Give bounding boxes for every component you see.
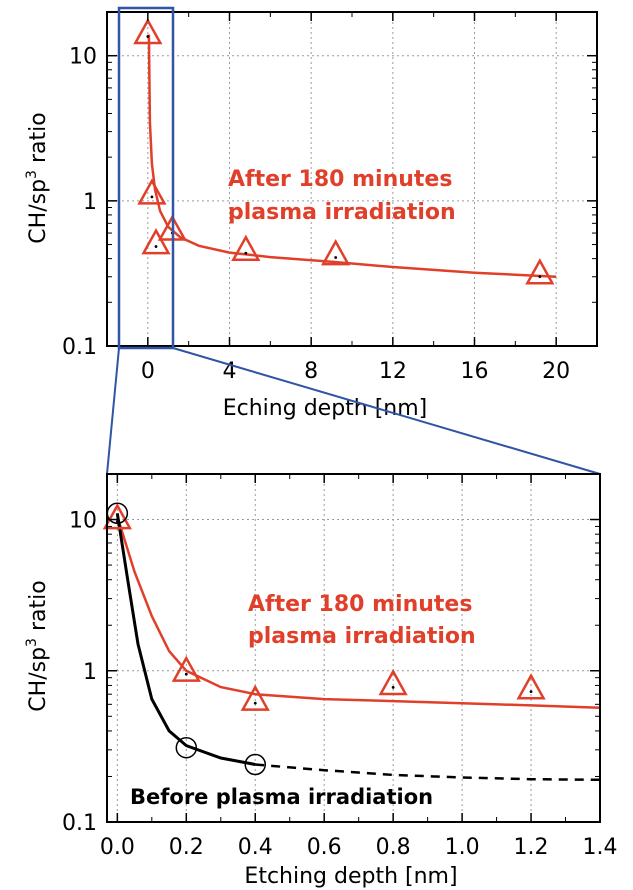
after-point-center bbox=[529, 690, 533, 694]
after-point-center bbox=[115, 520, 119, 523]
top-annotation-line-2: plasma irradiation bbox=[228, 200, 456, 225]
after-point-center bbox=[146, 35, 150, 38]
after-point-marker bbox=[171, 655, 201, 682]
top-after-fit-curve bbox=[147, 34, 557, 278]
x-tick-label: 0.2 bbox=[169, 835, 204, 860]
top-grid bbox=[107, 12, 597, 347]
after-point-center bbox=[154, 245, 158, 248]
after-point-marker bbox=[231, 234, 261, 261]
y-tick-label: 10 bbox=[69, 45, 97, 70]
x-tick-label: 8 bbox=[304, 359, 318, 384]
x-tick-label: 0.6 bbox=[307, 835, 342, 860]
bottom-chart: 0.0 0.2 0.4 0.6 0.8 1.0 1.2 1.4 0.1 1 10 Etching … bbox=[24, 473, 618, 889]
bottom-annotation-before: Before plasma irradiation bbox=[130, 785, 433, 809]
after-point-center bbox=[244, 251, 248, 255]
x-tick-label: 0.8 bbox=[376, 835, 411, 860]
bottom-annotation-after-line-1: After 180 minutes bbox=[248, 592, 472, 617]
x-tick-label: 20 bbox=[542, 359, 570, 384]
bottom-after-fit-curve bbox=[116, 515, 601, 709]
top-x-axis-label: Eching depth [nm] bbox=[223, 396, 428, 421]
bottom-plot-frame bbox=[106, 473, 601, 823]
zoom-connector-left bbox=[106, 347, 120, 475]
top-after-points bbox=[133, 17, 555, 285]
bottom-before-fit-curve bbox=[115, 513, 601, 782]
bottom-x-tick-labels: 0.0 0.2 0.4 0.6 0.8 1.0 1.2 1.4 bbox=[100, 835, 618, 860]
bottom-plot-area bbox=[107, 474, 600, 822]
bottom-x-axis-label: Etching depth [nm] bbox=[244, 864, 457, 889]
top-y-tick-labels: 0.1 1 10 bbox=[62, 45, 97, 360]
after-point-marker bbox=[240, 684, 270, 711]
bottom-ticks bbox=[107, 474, 601, 823]
top-plot-area bbox=[107, 12, 597, 346]
x-tick-label: 0.4 bbox=[238, 835, 273, 860]
x-tick-label: 1.4 bbox=[583, 835, 618, 860]
before-fit-line-solid bbox=[115, 513, 256, 766]
top-y-axis-label: CH/sp3 ratio bbox=[24, 112, 51, 243]
bottom-points bbox=[102, 502, 546, 776]
after-point-marker bbox=[321, 239, 351, 266]
after-point-marker bbox=[525, 258, 555, 285]
bottom-y-tick-labels: 0.1 1 10 bbox=[62, 509, 97, 836]
after-point-center bbox=[538, 275, 542, 279]
after-point-marker bbox=[137, 178, 167, 205]
top-annotation-line-1: After 180 minutes bbox=[228, 167, 452, 192]
after-fit-line bbox=[147, 34, 557, 278]
after-point-center bbox=[391, 686, 395, 689]
after-point-center bbox=[253, 701, 257, 705]
bottom-annotation-after-line-2: plasma irradiation bbox=[248, 624, 476, 649]
y-tick-label: 1 bbox=[83, 190, 97, 215]
after-point-marker bbox=[378, 668, 408, 696]
after-point-center bbox=[150, 195, 154, 199]
x-tick-label: 0 bbox=[141, 359, 155, 384]
after-point-center bbox=[184, 672, 188, 676]
after-point-center bbox=[334, 256, 338, 259]
top-x-tick-labels: 0 4 8 12 16 20 bbox=[141, 359, 570, 384]
zoom-region-box bbox=[117, 6, 175, 350]
top-ticks bbox=[107, 12, 597, 347]
y-tick-label: 0.1 bbox=[62, 811, 97, 836]
zoom-connector-right bbox=[172, 347, 601, 475]
after-fit-line bbox=[116, 515, 601, 709]
y-tick-label: 0.1 bbox=[62, 335, 97, 360]
after-point-marker bbox=[516, 673, 546, 700]
x-tick-label: 16 bbox=[461, 359, 489, 384]
bottom-y-axis-label: CH/sp3 ratio bbox=[24, 580, 51, 711]
x-tick-label: 12 bbox=[379, 359, 407, 384]
before-point-marker bbox=[244, 753, 266, 776]
after-point-marker bbox=[141, 228, 171, 255]
y-tick-label: 10 bbox=[69, 509, 97, 534]
x-tick-label: 1.0 bbox=[445, 835, 480, 860]
x-tick-label: 0.0 bbox=[100, 835, 135, 860]
after-point-marker bbox=[102, 503, 132, 530]
after-point-marker bbox=[133, 17, 163, 45]
y-tick-label: 1 bbox=[83, 660, 97, 685]
before-point-marker bbox=[175, 736, 198, 759]
x-tick-label: 1.2 bbox=[514, 835, 549, 860]
